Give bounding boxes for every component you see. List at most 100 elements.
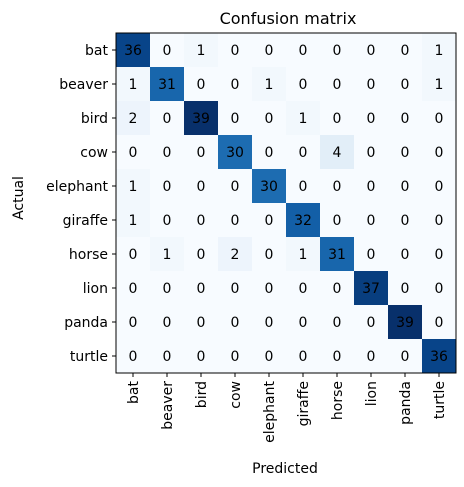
x-axis-label: Predicted	[252, 461, 318, 477]
heatmap-cell	[422, 169, 457, 204]
heatmap-cell	[218, 67, 253, 102]
heatmap-cell	[116, 67, 151, 102]
y-tick-label: cow	[80, 145, 108, 161]
y-tick-label: turtle	[70, 349, 108, 365]
heatmap-cell	[150, 305, 185, 340]
cell-value-label: 0	[129, 315, 138, 331]
heatmap-cell	[218, 271, 253, 306]
cell-value-label: 1	[129, 77, 138, 93]
cell-value-label: 0	[401, 179, 410, 195]
heatmap-cell	[422, 33, 457, 68]
cell-value-label: 39	[396, 315, 414, 331]
cell-value-label: 0	[367, 315, 376, 331]
heatmap-cell	[252, 305, 287, 340]
cell-value-label: 0	[367, 43, 376, 59]
heatmap-cell	[388, 203, 423, 238]
heatmap-cell	[218, 135, 253, 170]
cell-value-label: 0	[435, 315, 444, 331]
cell-value-label: 0	[231, 349, 240, 365]
cell-value-label: 1	[299, 247, 308, 263]
cell-value-label: 1	[299, 111, 308, 127]
cell-value-label: 1	[435, 43, 444, 59]
y-axis-label: Actual	[11, 176, 27, 220]
heatmap-cell	[184, 237, 219, 272]
heatmap-cell	[422, 339, 457, 374]
heatmap-cell	[252, 67, 287, 102]
heatmap-cell	[388, 67, 423, 102]
cell-value-label: 2	[129, 111, 138, 127]
cell-value-label: 0	[197, 315, 206, 331]
heatmap-cell	[252, 271, 287, 306]
cell-value-label: 30	[226, 145, 244, 161]
heatmap-cell	[286, 237, 321, 272]
cell-value-label: 0	[231, 213, 240, 229]
x-tick-label: turtle	[432, 381, 448, 419]
heatmap-cell	[150, 339, 185, 374]
cell-value-label: 0	[333, 179, 342, 195]
cell-value-label: 0	[299, 77, 308, 93]
cell-value-label: 0	[197, 77, 206, 93]
cell-value-label: 0	[333, 43, 342, 59]
cell-value-label: 0	[401, 145, 410, 161]
heatmap-cell	[218, 169, 253, 204]
cell-value-label: 0	[163, 43, 172, 59]
cell-value-label: 0	[401, 213, 410, 229]
cell-value-label: 37	[362, 281, 380, 297]
cell-value-labels: 36 0 1 0 0 0 0 0 0 11 31 0 0 1 0 0 0 0 12 0 39 0 0 1 0 0 0 00 0 0 30 0 0…	[124, 43, 448, 365]
heatmap-cell	[218, 203, 253, 238]
heatmap-cell	[184, 203, 219, 238]
heatmap-cells	[116, 33, 457, 374]
cell-value-label: 0	[163, 145, 172, 161]
cell-value-label: 0	[129, 281, 138, 297]
y-tick-label: elephant	[46, 179, 108, 195]
heatmap-cell	[354, 237, 389, 272]
heatmap-cell	[354, 203, 389, 238]
cell-value-label: 0	[435, 213, 444, 229]
heatmap-cell	[286, 135, 321, 170]
cell-value-label: 1	[197, 43, 206, 59]
cell-value-label: 0	[129, 349, 138, 365]
heatmap-cell	[422, 203, 457, 238]
cell-value-label: 0	[435, 111, 444, 127]
heatmap-cell	[150, 271, 185, 306]
heatmap-cell	[320, 203, 355, 238]
heatmap-cell	[354, 271, 389, 306]
cell-value-label: 0	[333, 111, 342, 127]
cell-value-label: 0	[265, 349, 274, 365]
heatmap-cell	[354, 135, 389, 170]
cell-value-label: 1	[163, 247, 172, 263]
y-axis-ticks: bat beaver bird cow elephant giraffe horse lion…	[46, 43, 116, 365]
cell-value-label: 0	[265, 315, 274, 331]
cell-value-label: 0	[231, 43, 240, 59]
cell-value-label: 0	[367, 145, 376, 161]
cell-value-label: 0	[265, 213, 274, 229]
heatmap-cell	[218, 101, 253, 136]
heatmap-cell	[388, 271, 423, 306]
cell-value-label: 0	[401, 247, 410, 263]
heatmap-cell	[286, 305, 321, 340]
heatmap-cell	[116, 169, 151, 204]
cell-value-label: 0	[197, 179, 206, 195]
heatmap-cell	[388, 305, 423, 340]
heatmap-cell	[116, 33, 151, 68]
cell-value-label: 0	[231, 77, 240, 93]
cell-value-label: 4	[333, 145, 342, 161]
heatmap-cell	[354, 169, 389, 204]
heatmap-cell	[116, 305, 151, 340]
cell-value-label: 0	[265, 281, 274, 297]
heatmap-cell	[388, 237, 423, 272]
cell-value-label: 0	[197, 349, 206, 365]
heatmap-cell	[422, 67, 457, 102]
heatmap-cell	[320, 339, 355, 374]
cell-value-label: 0	[163, 315, 172, 331]
x-tick-label: bird	[194, 381, 210, 408]
cell-value-label: 1	[129, 179, 138, 195]
cell-value-label: 0	[299, 179, 308, 195]
cell-value-label: 0	[367, 213, 376, 229]
cell-value-label: 0	[401, 349, 410, 365]
cell-value-label: 30	[260, 179, 278, 195]
cell-value-label: 31	[328, 247, 346, 263]
cell-value-label: 0	[231, 315, 240, 331]
heatmap-cell	[286, 169, 321, 204]
heatmap-cell	[184, 271, 219, 306]
